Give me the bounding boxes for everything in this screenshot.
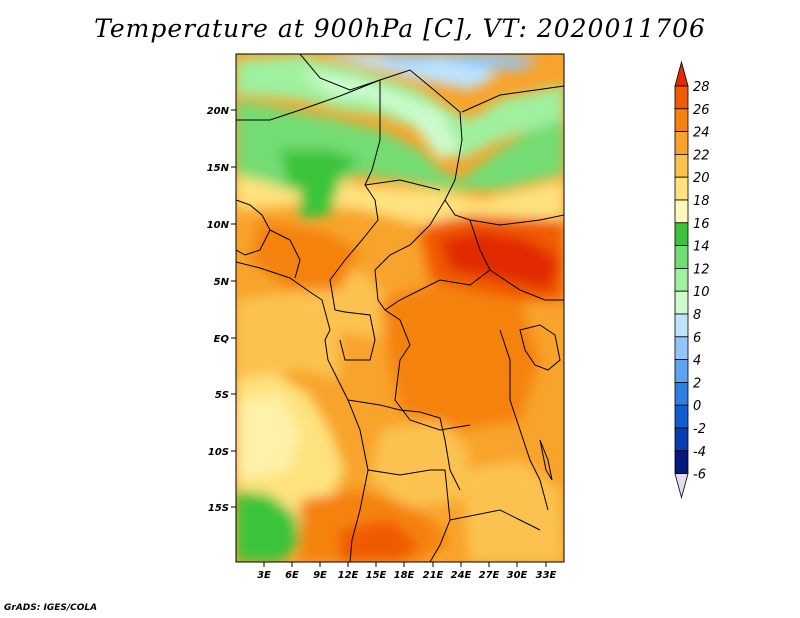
map-frame <box>235 53 565 563</box>
lon-tick-label: 6E <box>285 570 299 581</box>
lat-tick-label: 20N <box>207 106 230 117</box>
lat-tick-label: 10S <box>208 447 229 458</box>
colorbar-label: 26 <box>693 103 710 118</box>
lat-tick-label: 15S <box>208 503 229 514</box>
colorbar-swatch <box>674 427 689 452</box>
colorbar-swatch <box>674 245 689 269</box>
lon-tick-label: 21E <box>423 570 444 581</box>
colorbar-label: -4 <box>693 445 706 460</box>
colorbar-swatch <box>674 131 689 155</box>
lat-tick-label: 10N <box>207 220 230 231</box>
colorbar-label: 22 <box>693 148 710 163</box>
lat-tick-label: 5S <box>215 390 229 401</box>
colorbar-label: -2 <box>693 422 706 437</box>
colorbar-label: 2 <box>693 376 701 391</box>
colorbar-swatch <box>674 85 689 110</box>
lat-tick-label: 15N <box>207 163 230 174</box>
colorbar-label: 28 <box>693 80 710 95</box>
colorbar-swatch <box>674 199 689 224</box>
temperature-field <box>236 54 564 562</box>
colorbar-swatch <box>674 359 689 383</box>
colorbar-swatch <box>674 290 689 315</box>
lon-tick-label: 24E <box>451 570 472 581</box>
colorbar-label: 6 <box>693 331 701 346</box>
lon-tick-label: 27E <box>479 570 500 581</box>
lon-tick-label: 30E <box>507 570 528 581</box>
colorbar-top-arrow <box>674 60 689 87</box>
colorbar-label: 4 <box>693 354 701 369</box>
colorbar-swatch <box>674 336 689 360</box>
colorbar-swatch <box>674 381 689 406</box>
colorbar-label: 16 <box>693 217 710 232</box>
lon-tick-label: 18E <box>394 570 415 581</box>
country-borders <box>236 54 564 562</box>
colorbar-label: 10 <box>693 285 710 300</box>
colorbar-bottom-arrow <box>674 473 689 500</box>
colorbar-label: 14 <box>693 240 710 255</box>
latitude-axis: 20N 15N 10N 5N EQ 5S 10S 15S <box>207 106 236 514</box>
colorbar-swatch <box>674 153 689 178</box>
colorbar-label: 12 <box>693 262 710 277</box>
colorbar-swatch <box>674 222 689 247</box>
lon-tick-label: 9E <box>313 570 327 581</box>
colorbar-label: -6 <box>693 468 706 483</box>
colorbar-label: 20 <box>693 171 710 186</box>
lon-tick-label: 33E <box>536 570 557 581</box>
colorbar-swatch <box>674 267 689 292</box>
colorbar-swatch <box>674 108 689 133</box>
grads-credit: GrADS: IGES/COLA <box>4 603 98 613</box>
colorbar-label: 8 <box>693 308 701 323</box>
colorbar-label: 18 <box>693 194 710 209</box>
map-title: Temperature at 900hPa [C], VT: 202001170… <box>94 14 706 43</box>
lon-tick-label: 15E <box>366 570 387 581</box>
colorbar-swatch <box>674 450 689 474</box>
colorbar-swatch <box>674 313 689 338</box>
lon-tick-label: 12E <box>338 570 359 581</box>
colorbar-label: 0 <box>693 399 701 414</box>
colorbar-swatch <box>674 176 689 201</box>
longitude-axis: 3E 6E 9E 12E 15E 18E 21E 24E 27E 30E 33E <box>257 562 557 581</box>
lat-tick-label: 5N <box>214 277 230 288</box>
colorbar-label: 24 <box>693 126 710 141</box>
lon-tick-label: 3E <box>257 570 271 581</box>
colorbar-swatch <box>674 404 689 429</box>
lat-tick-label: EQ <box>214 334 230 345</box>
